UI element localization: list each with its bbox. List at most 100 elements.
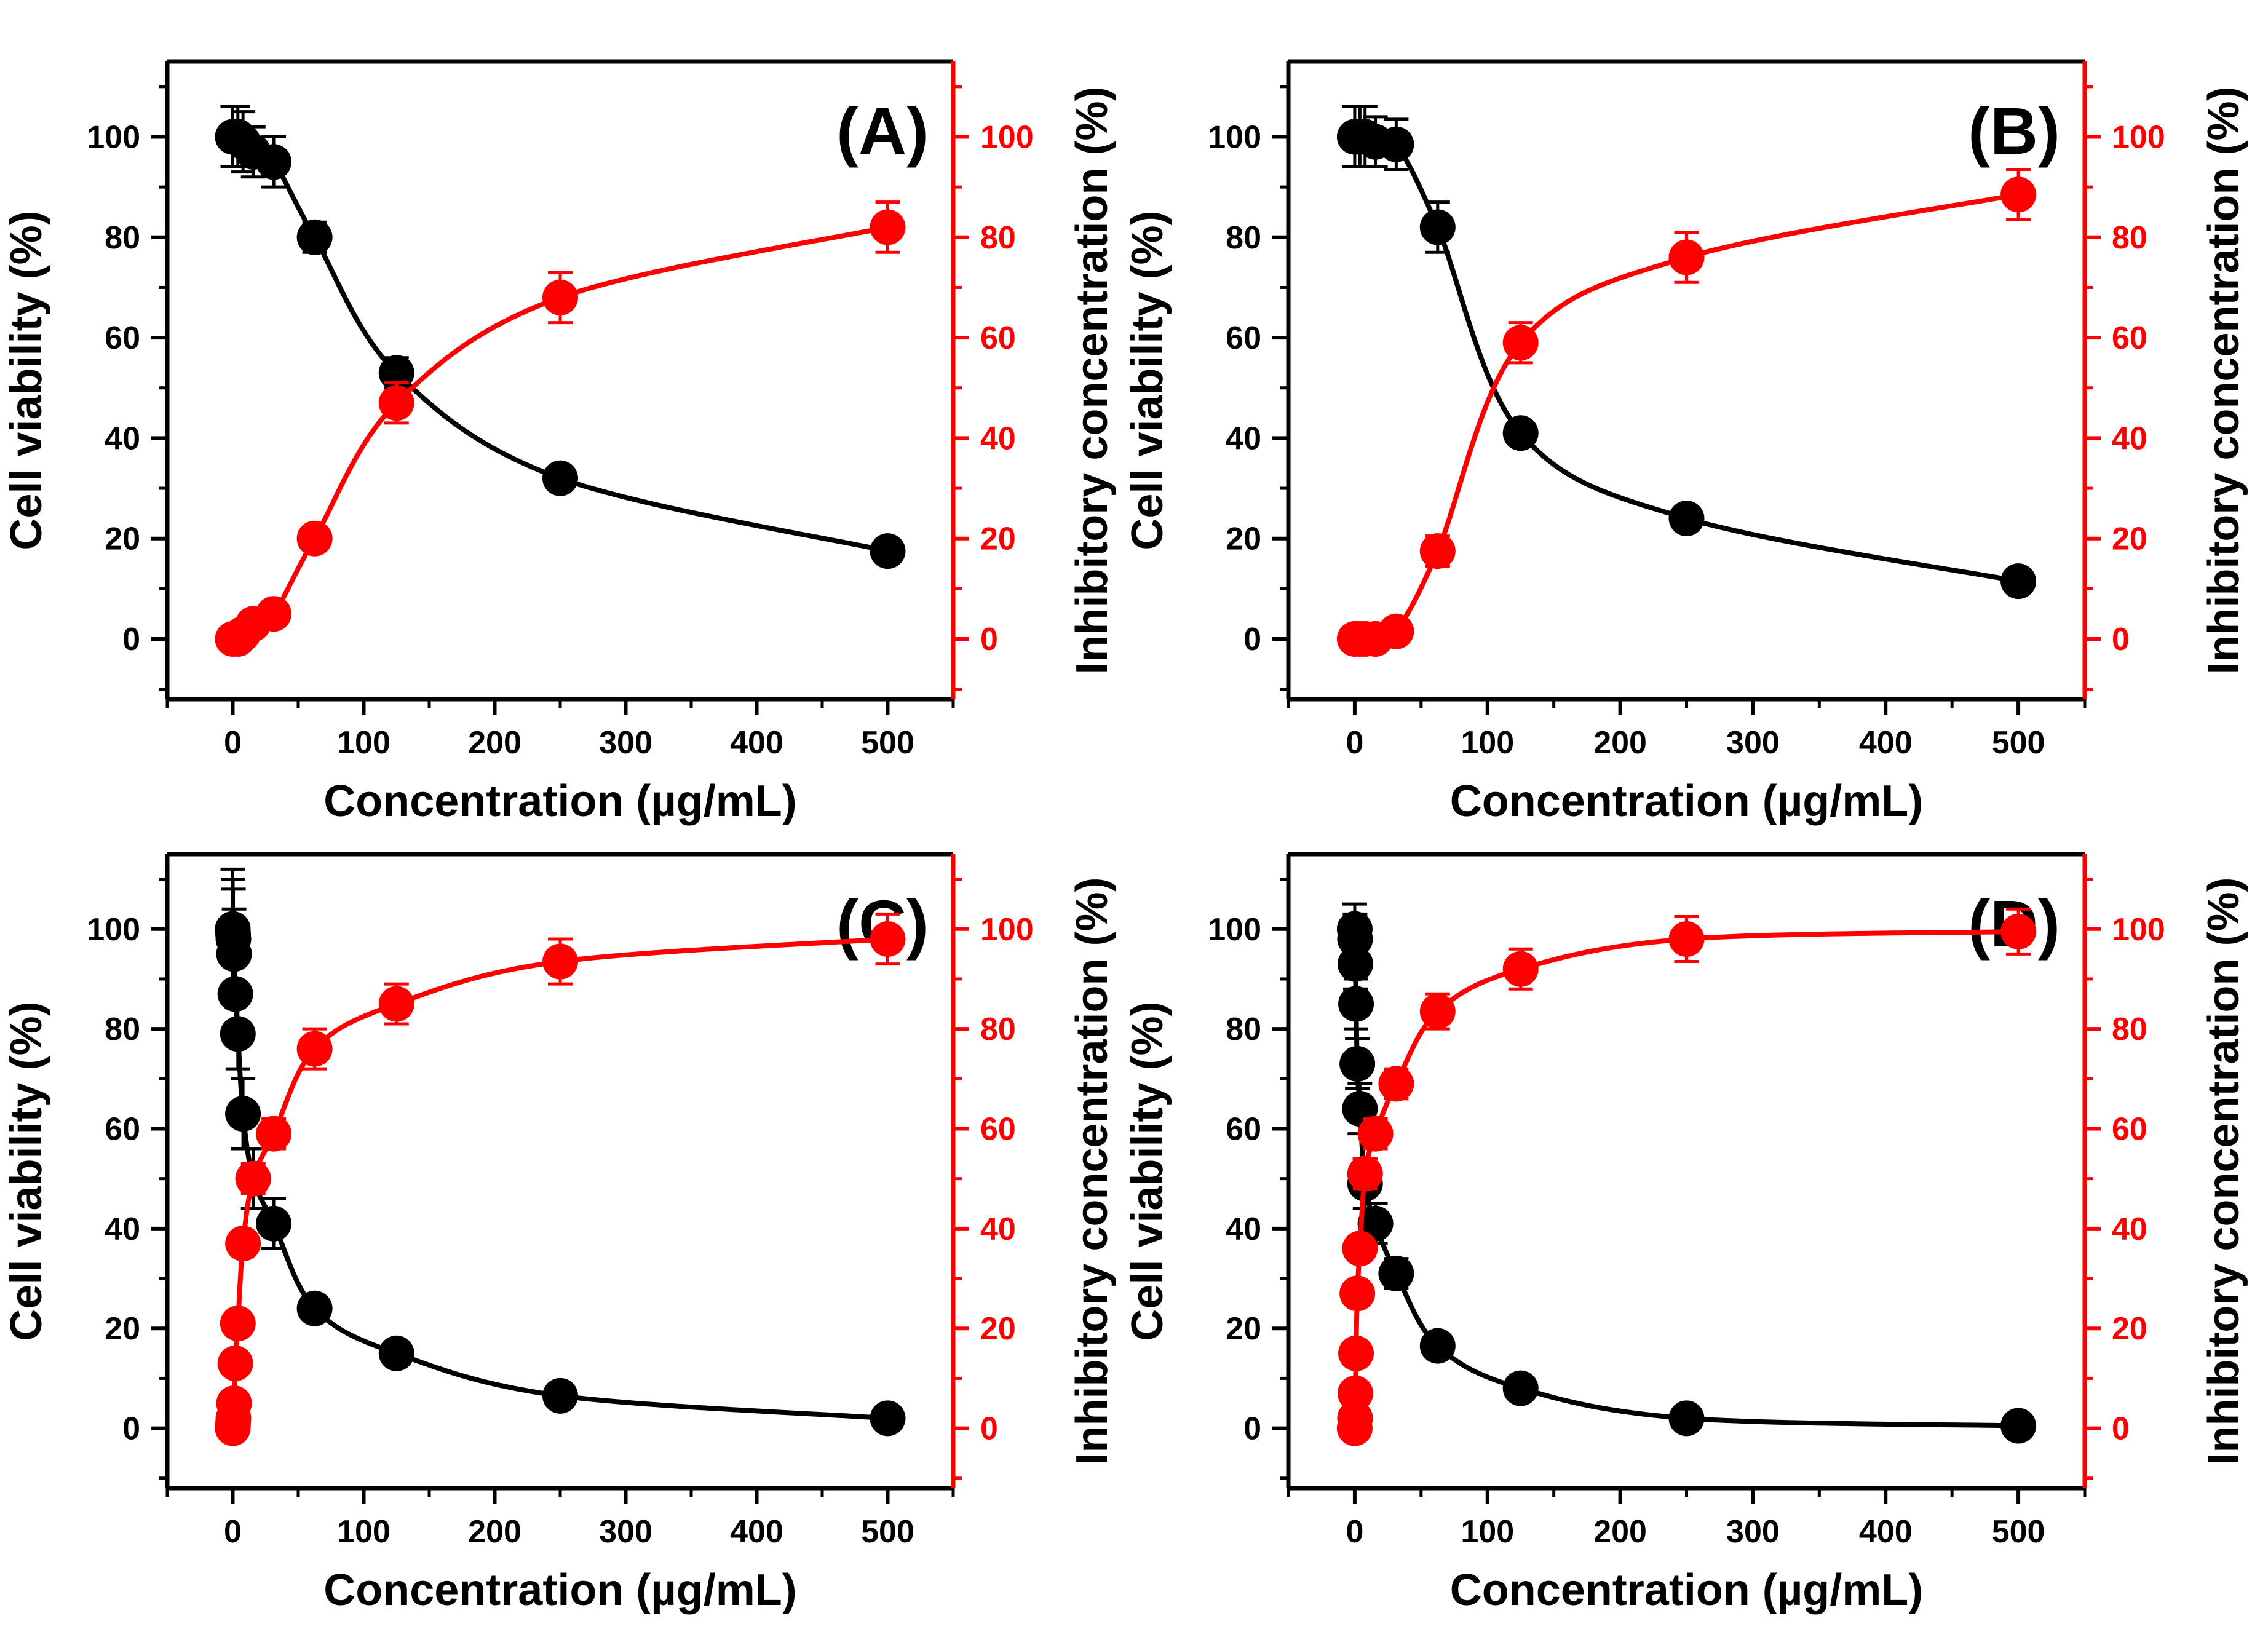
y-right-tick-label: 80: [2112, 220, 2147, 256]
y-left-tick-label: 0: [1243, 622, 1261, 657]
y-right-axis-title: Inhibitory concentration (%): [2199, 86, 2248, 674]
y-left-tick-label: 100: [87, 119, 140, 155]
data-point: [1337, 1400, 1373, 1437]
data-point: [2000, 176, 2037, 213]
x-tick-label: 0: [224, 1514, 242, 1550]
data-point: [1502, 325, 1539, 361]
y-right-tick-label: 80: [980, 1012, 1016, 1047]
y-right-tick-label: 80: [2112, 1012, 2147, 1047]
x-tick-label: 300: [1726, 1514, 1780, 1550]
data-point: [1378, 126, 1414, 162]
x-tick-label: 200: [468, 1514, 521, 1550]
y-right-tick-label: 100: [2112, 912, 2165, 948]
x-tick-label: 0: [224, 725, 242, 761]
x-tick-label: 0: [1346, 1514, 1363, 1550]
data-point: [225, 1096, 261, 1132]
x-tick-label: 0: [1346, 725, 1363, 761]
y-left-tick-label: 40: [105, 421, 140, 456]
data-point: [225, 1226, 261, 1262]
chart-panel-1: 0 100 200 300 400 500 0 0 20 20 40 40 60 60 80 80 100 100…: [2, 59, 1117, 826]
x-axis-title: Concentration (µg/mL): [323, 777, 796, 826]
data-point: [378, 1335, 414, 1371]
x-tick-label: 300: [599, 1514, 652, 1550]
y-left-tick-label: 100: [87, 912, 140, 948]
y-right-tick-label: 60: [980, 1111, 1016, 1147]
data-point: [542, 279, 578, 315]
y-right-tick-label: 80: [980, 220, 1016, 256]
data-point: [2000, 1408, 2037, 1444]
y-right-tick-label: 40: [980, 421, 1016, 456]
y-right-tick-label: 60: [2112, 1111, 2147, 1147]
data-point: [870, 209, 906, 245]
fit-curve: [230, 929, 888, 1421]
y-right-axis-title: Inhibitory concentration (%): [1068, 877, 1117, 1465]
y-left-axis-title: Cell viability (%): [1123, 1001, 1172, 1341]
data-point: [1502, 415, 1539, 451]
y-right-tick-label: 20: [980, 1311, 1016, 1347]
data-point: [1668, 1400, 1705, 1437]
y-left-tick-label: 40: [1226, 1211, 1261, 1247]
x-tick-label: 400: [1859, 1514, 1913, 1550]
data-point: [2000, 913, 2037, 949]
y-left-tick-label: 80: [105, 220, 140, 256]
x-tick-label: 500: [861, 1514, 914, 1550]
data-point: [542, 943, 578, 980]
y-right-tick-label: 20: [980, 521, 1016, 557]
y-right-tick-label: 100: [980, 912, 1034, 948]
y-left-axis-title: Cell viability (%): [1123, 210, 1172, 550]
data-point: [1378, 1066, 1414, 1102]
data-point: [1419, 1328, 1456, 1364]
data-point: [220, 1016, 256, 1052]
inhibition-series: [215, 912, 906, 1446]
data-point: [870, 533, 906, 569]
y-right-tick-label: 0: [980, 1411, 998, 1447]
y-right-tick-label: 0: [2112, 622, 2130, 657]
y-left-tick-label: 80: [105, 1012, 140, 1047]
panel-label: (B): [1968, 93, 2060, 168]
data-point: [542, 460, 578, 496]
y-left-tick-label: 0: [122, 1411, 140, 1447]
y-right-tick-label: 0: [980, 622, 998, 657]
x-tick-label: 400: [730, 1514, 783, 1550]
y-left-tick-label: 20: [1226, 521, 1261, 557]
data-point: [1347, 1155, 1383, 1192]
x-tick-label: 500: [1992, 725, 2045, 761]
y-left-tick-label: 20: [105, 1311, 140, 1347]
data-point: [1339, 1045, 1376, 1082]
y-left-tick-label: 0: [122, 622, 140, 657]
y-left-tick-label: 100: [1208, 912, 1261, 948]
y-left-tick-label: 0: [1243, 1411, 1261, 1447]
x-tick-label: 500: [861, 725, 914, 761]
y-right-tick-label: 40: [2112, 421, 2147, 456]
data-point: [542, 1377, 578, 1414]
y-right-tick-label: 60: [980, 320, 1016, 356]
data-point: [1668, 501, 1705, 537]
fit-curve: [230, 937, 888, 1429]
y-left-tick-label: 60: [1226, 1111, 1261, 1147]
y-left-tick-label: 60: [105, 1111, 140, 1147]
data-point: [2000, 563, 2037, 600]
x-tick-label: 500: [1992, 1514, 2045, 1550]
y-left-tick-label: 40: [1226, 421, 1261, 456]
x-tick-label: 100: [337, 1514, 391, 1550]
x-tick-label: 100: [337, 725, 391, 761]
data-point: [296, 520, 333, 557]
data-point: [1502, 951, 1539, 987]
data-point: [256, 1205, 292, 1242]
data-point: [1342, 1231, 1378, 1267]
y-left-tick-label: 80: [1226, 1012, 1261, 1047]
viability-series: [215, 105, 906, 569]
data-point: [1339, 1275, 1376, 1312]
x-tick-label: 200: [1593, 1514, 1647, 1550]
inhibition-series: [1336, 168, 2037, 657]
y-right-tick-label: 20: [2112, 1311, 2147, 1347]
data-point: [1378, 1255, 1414, 1291]
x-tick-label: 100: [1461, 725, 1514, 761]
inhibition-series: [215, 200, 906, 657]
data-point: [1337, 946, 1373, 982]
x-tick-label: 200: [1593, 725, 1647, 761]
data-point: [1502, 1370, 1539, 1406]
y-right-axis-title: Inhibitory concentration (%): [1068, 86, 1117, 674]
x-axis-title: Concentration (µg/mL): [323, 1566, 796, 1615]
y-left-tick-label: 60: [105, 320, 140, 356]
